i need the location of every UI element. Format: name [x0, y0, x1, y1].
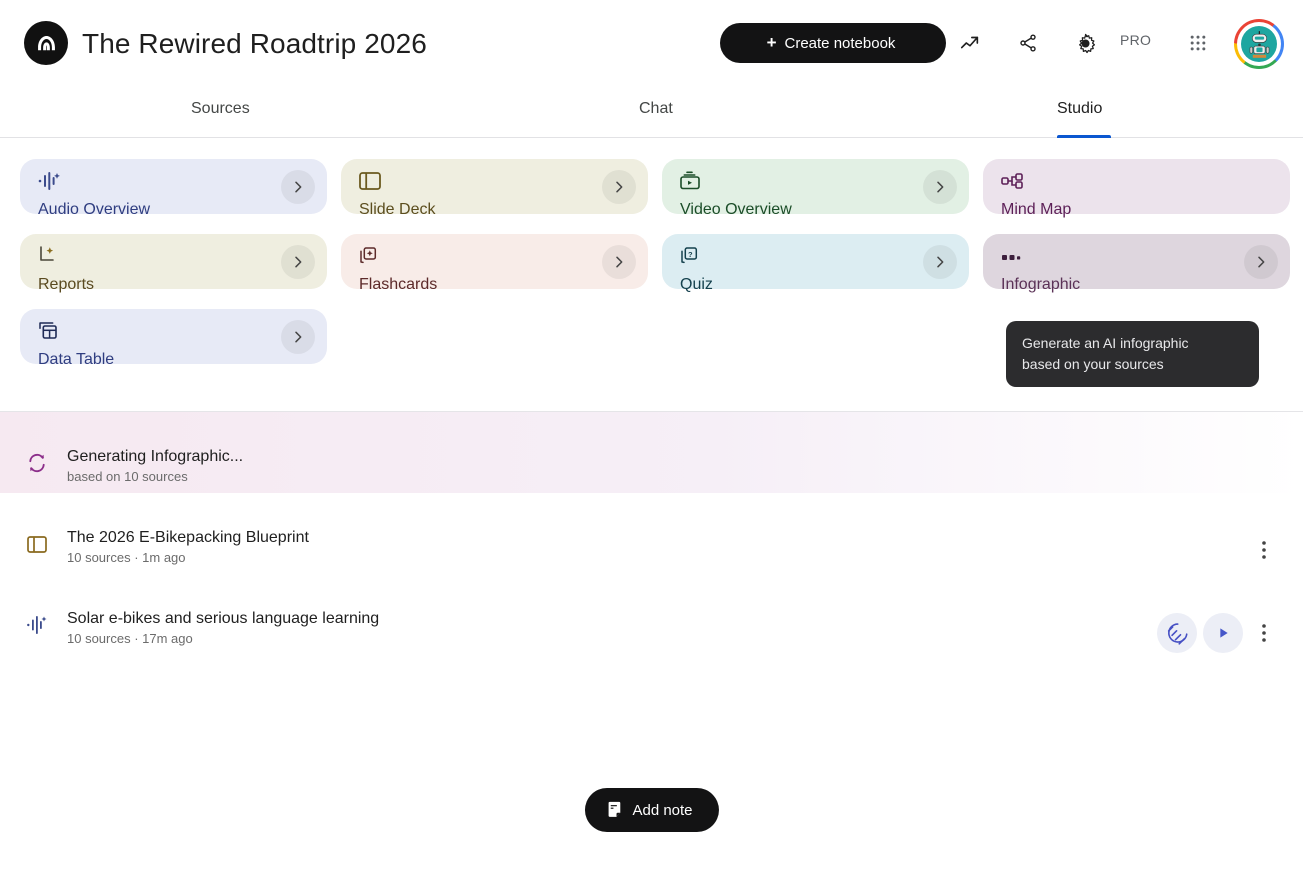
- svg-text:?: ?: [688, 250, 693, 259]
